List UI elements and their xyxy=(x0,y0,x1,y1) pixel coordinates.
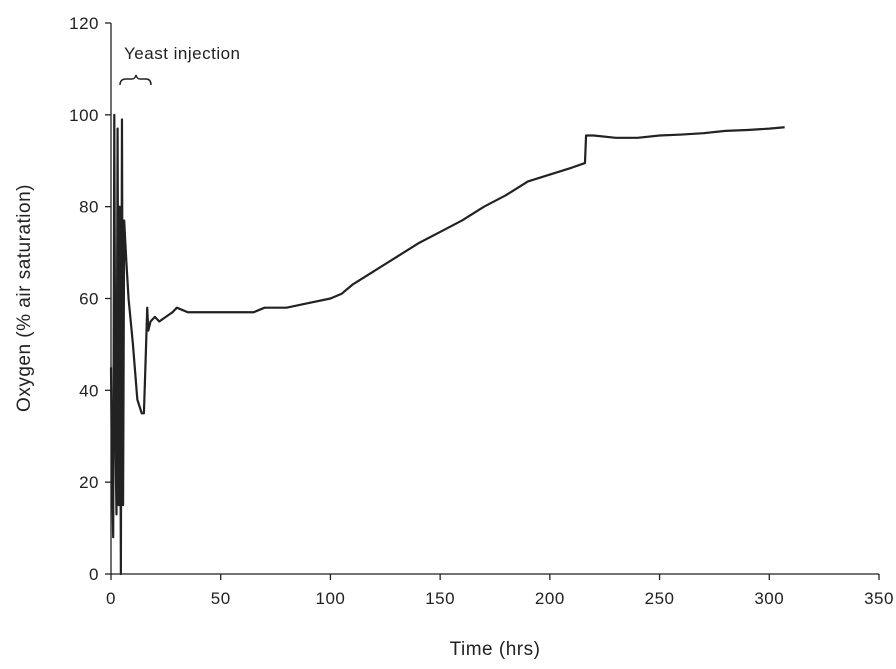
y-axis-label: Oxygen (% air saturation) xyxy=(14,184,35,412)
x-tick-label: 50 xyxy=(211,589,231,608)
x-tick-label: 200 xyxy=(535,589,565,608)
x-axis-label: Time (hrs) xyxy=(450,639,541,660)
annotation: Yeast injection xyxy=(124,44,241,63)
x-tick-label: 300 xyxy=(754,589,784,608)
y-tick-label: 40 xyxy=(79,381,99,400)
x-tick-label: 150 xyxy=(425,589,455,608)
y-tick-label: 0 xyxy=(89,565,99,584)
x-tick-label: 0 xyxy=(106,589,116,608)
y-tick-label: 100 xyxy=(69,106,99,125)
y-tick-label: 60 xyxy=(79,290,99,309)
y-tick-label: 20 xyxy=(79,473,99,492)
annotation-brace xyxy=(119,74,152,86)
x-tick-label: 100 xyxy=(315,589,345,608)
x-tick-label: 250 xyxy=(645,589,675,608)
x-tick-label: 350 xyxy=(864,589,894,608)
y-tick-label: 120 xyxy=(69,14,99,33)
y-tick-label: 80 xyxy=(79,198,99,217)
data-line xyxy=(109,113,785,576)
